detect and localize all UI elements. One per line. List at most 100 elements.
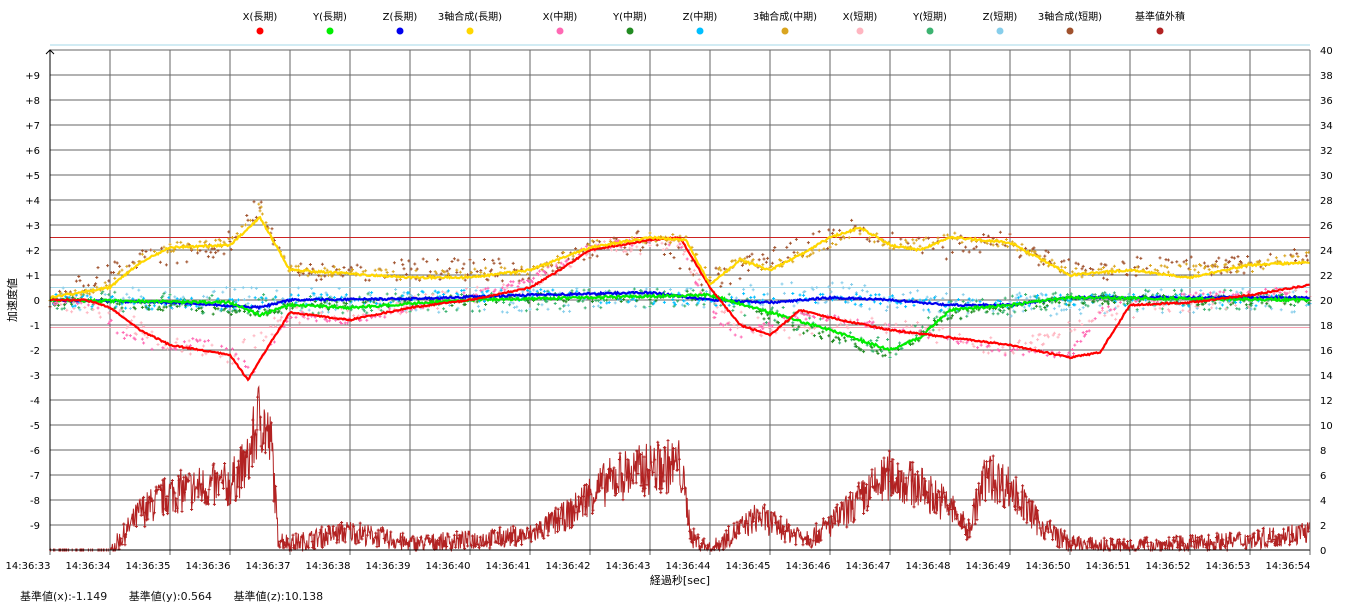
data-point xyxy=(264,221,268,225)
data-point xyxy=(742,287,746,291)
data-point xyxy=(190,307,194,311)
data-point xyxy=(746,268,750,272)
data-point xyxy=(253,296,257,300)
data-point xyxy=(912,303,916,307)
data-point xyxy=(546,307,550,311)
data-point xyxy=(370,291,374,295)
base-value-x: 基準値(x):-1.149 xyxy=(20,590,108,603)
data-point xyxy=(920,251,924,255)
data-point xyxy=(692,268,696,272)
data-point xyxy=(1135,255,1139,259)
data-point xyxy=(874,293,878,297)
data-point xyxy=(739,335,743,339)
data-point xyxy=(834,242,838,246)
data-point xyxy=(596,304,600,308)
data-point xyxy=(520,265,524,269)
data-point xyxy=(310,287,314,291)
data-point xyxy=(1103,314,1107,318)
data-point xyxy=(912,241,916,245)
data-point xyxy=(122,336,126,340)
series-layer xyxy=(48,200,1312,552)
data-point xyxy=(253,345,257,349)
data-point xyxy=(78,308,82,312)
data-point xyxy=(175,337,179,341)
data-point xyxy=(394,292,398,296)
data-point xyxy=(982,350,986,354)
data-point xyxy=(436,258,440,262)
data-point xyxy=(911,238,915,242)
data-point xyxy=(1099,267,1103,271)
data-point xyxy=(773,318,777,322)
data-point xyxy=(236,357,240,361)
data-point xyxy=(355,263,359,267)
data-point xyxy=(965,314,969,318)
data-point xyxy=(937,328,941,332)
data-point xyxy=(222,252,226,256)
data-point xyxy=(664,242,668,246)
data-point xyxy=(244,223,248,227)
y-tick-label-right: 18 xyxy=(1320,321,1333,332)
data-point xyxy=(817,230,821,234)
y-tick-label-right: 32 xyxy=(1320,146,1333,157)
data-point xyxy=(400,258,404,262)
y-tick-label-right: 2 xyxy=(1320,521,1326,532)
data-point xyxy=(1178,310,1182,314)
data-point xyxy=(925,295,929,299)
data-point xyxy=(1212,290,1216,294)
data-point xyxy=(638,252,642,256)
data-point xyxy=(188,352,192,356)
data-point xyxy=(1289,303,1293,307)
data-point xyxy=(868,239,872,243)
data-point xyxy=(802,293,806,297)
data-point xyxy=(1132,316,1136,320)
data-point xyxy=(998,230,1002,234)
data-point xyxy=(298,273,302,277)
data-point xyxy=(137,288,141,292)
data-point xyxy=(732,305,736,309)
data-point xyxy=(511,301,515,305)
data-point xyxy=(86,303,90,307)
data-point xyxy=(62,306,66,310)
data-point xyxy=(61,286,65,290)
data-point xyxy=(337,286,341,290)
data-point xyxy=(324,291,328,295)
data-point xyxy=(482,308,486,312)
data-point xyxy=(1006,312,1010,316)
data-point xyxy=(391,299,395,303)
data-point xyxy=(540,303,544,307)
data-point xyxy=(1100,302,1104,306)
legend-marker-icon xyxy=(781,27,789,35)
data-point xyxy=(1250,270,1254,274)
data-point xyxy=(428,270,432,274)
data-point xyxy=(127,264,131,268)
data-point xyxy=(113,276,117,280)
data-point xyxy=(1283,254,1287,258)
data-point xyxy=(1078,319,1082,323)
y-tick-label-right: 36 xyxy=(1320,96,1333,107)
y-tick-label-left: +2 xyxy=(25,246,40,257)
data-point xyxy=(918,244,922,248)
data-point xyxy=(551,269,555,273)
data-point xyxy=(1132,293,1136,297)
x-tick-label: 14:36:54 xyxy=(1266,561,1311,572)
data-point xyxy=(230,362,234,366)
data-point xyxy=(935,341,939,345)
data-point xyxy=(182,340,186,344)
data-point xyxy=(259,331,263,335)
x-tick-label: 14:36:52 xyxy=(1146,561,1191,572)
data-point xyxy=(296,293,300,297)
y-tick-label-right: 26 xyxy=(1320,221,1333,232)
data-point xyxy=(595,254,599,258)
y-tick-label-right: 16 xyxy=(1320,346,1333,357)
data-point xyxy=(840,281,844,285)
data-point xyxy=(853,302,857,306)
data-point xyxy=(830,241,834,245)
data-point xyxy=(1306,258,1310,262)
data-point xyxy=(991,309,995,313)
data-point xyxy=(946,314,950,318)
data-point xyxy=(802,331,806,335)
data-point xyxy=(452,257,456,261)
data-point xyxy=(888,351,892,355)
data-point xyxy=(1272,292,1276,296)
data-point xyxy=(599,301,603,305)
